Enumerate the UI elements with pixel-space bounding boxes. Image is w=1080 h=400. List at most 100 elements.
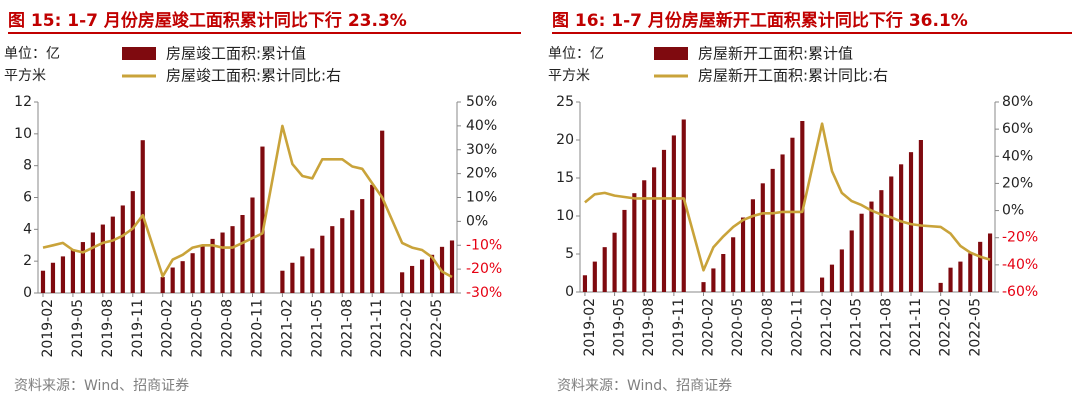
figure-15-title-rule: [8, 32, 521, 34]
left-axis-tick-label: 0: [565, 284, 574, 300]
bar: [100, 224, 105, 293]
bar: [60, 256, 66, 293]
bar: [750, 199, 755, 292]
x-axis-tick-label: 2022-02: [938, 298, 954, 357]
bar: [681, 119, 686, 292]
x-axis-tick-label: 2019-11: [130, 299, 146, 358]
left-axis-tick-label: 6: [23, 190, 32, 206]
x-axis-tick-label: 2021-08: [878, 298, 894, 357]
x-axis-tick-label: 2020-11: [249, 299, 265, 358]
bar: [978, 241, 983, 292]
bar: [829, 264, 835, 292]
bar: [918, 140, 923, 292]
x-axis-tick-label: 2020-08: [220, 299, 236, 358]
bar: [200, 245, 205, 293]
yoy-line: [584, 122, 991, 272]
unit-label-line-1: 单位：亿: [548, 46, 604, 62]
x-axis-tick-label: 2019-02: [40, 299, 56, 358]
legend-bar-swatch: [122, 47, 156, 60]
bar: [760, 183, 765, 292]
bar: [320, 235, 325, 293]
right-axis-tick-label: 0%: [1002, 203, 1024, 219]
bar: [968, 253, 973, 292]
bar: [839, 249, 844, 292]
bar: [889, 176, 894, 292]
x-axis-tick-label: 2020-05: [190, 299, 206, 358]
x-axis-tick-label: 2019-11: [671, 298, 687, 357]
bar: [622, 209, 627, 292]
bar: [130, 191, 135, 293]
bar: [958, 261, 963, 292]
right-axis-tick-label: 0%: [466, 213, 488, 229]
unit-label-line-1: 单位：亿: [4, 46, 60, 62]
bar: [602, 247, 607, 292]
left-axis-tick-label: 5: [565, 246, 574, 262]
bar: [859, 213, 864, 292]
bar: [661, 149, 667, 292]
unit-label-line-2: 平方米: [548, 68, 590, 84]
bar: [260, 146, 265, 293]
right-axis-tick-label: -40%: [1002, 257, 1038, 273]
bar: [820, 277, 825, 292]
x-axis-tick-label: 2022-05: [967, 298, 983, 357]
bar: [360, 199, 365, 293]
right-axis-tick-label: -20%: [1002, 230, 1038, 246]
bar: [250, 197, 255, 293]
bar: [370, 184, 375, 293]
x-axis-tick-label: 2019-02: [582, 298, 598, 357]
bar: [240, 215, 245, 293]
bar: [70, 250, 76, 293]
bar: [592, 261, 597, 292]
x-axis-tick-label: 2021-08: [339, 299, 355, 358]
x-axis-tick-label: 2020-11: [789, 298, 805, 357]
bar: [652, 167, 657, 292]
right-axis-tick-label: 40%: [1002, 148, 1033, 164]
bar: [731, 237, 736, 292]
bar: [948, 267, 953, 292]
right-axis-tick-label: 60%: [1002, 121, 1033, 137]
bar: [642, 180, 647, 292]
unit-label-line-2: 平方米: [4, 68, 46, 84]
x-axis-tick-label: 2021-02: [279, 299, 295, 358]
bar: [701, 282, 706, 292]
bar: [190, 253, 195, 293]
legend-line-label: 房屋竣工面积:累计同比:右: [166, 67, 341, 85]
figure-16-source: 资料来源：Wind、招商证券: [557, 378, 733, 394]
bar: [740, 217, 746, 292]
x-axis-tick-label: 2021-02: [819, 298, 835, 357]
bar: [110, 216, 115, 293]
right-axis-tick-label: 10%: [466, 190, 497, 206]
x-axis-tick-label: 2021-11: [369, 299, 385, 358]
figure-16-title: 图 16: 1-7 月份房屋新开工面积累计同比下行 36.1%: [552, 11, 968, 31]
bar: [582, 275, 588, 292]
x-axis-tick-label: 2019-08: [100, 299, 116, 358]
bar: [899, 164, 904, 292]
x-axis-tick-label: 2020-02: [160, 299, 176, 358]
bar: [290, 262, 295, 293]
bar: [380, 130, 385, 293]
x-axis-tick-label: 2021-05: [849, 298, 865, 357]
bar: [120, 205, 125, 293]
bar: [340, 218, 345, 293]
bar: [160, 277, 165, 293]
x-axis-tick-label: 2020-02: [701, 298, 717, 357]
left-axis-tick-label: 4: [23, 221, 32, 237]
bar: [938, 282, 943, 292]
bar: [330, 226, 335, 293]
bar: [869, 201, 874, 292]
bar: [780, 154, 785, 292]
bar: [879, 190, 884, 292]
right-axis-tick-label: -10%: [466, 237, 502, 253]
bar: [230, 226, 235, 293]
right-axis-tick-label: -60%: [1002, 284, 1038, 300]
right-axis-tick-label: 20%: [1002, 175, 1033, 191]
bar: [280, 270, 285, 293]
right-axis-tick-label: 20%: [466, 166, 497, 182]
bar: [612, 232, 617, 292]
bar: [419, 259, 425, 293]
right-axis-tick-label: 40%: [466, 118, 497, 134]
right-axis-tick-label: 30%: [466, 142, 497, 158]
bar: [632, 193, 637, 292]
legend-line-label: 房屋新开工面积:累计同比:右: [698, 67, 888, 85]
